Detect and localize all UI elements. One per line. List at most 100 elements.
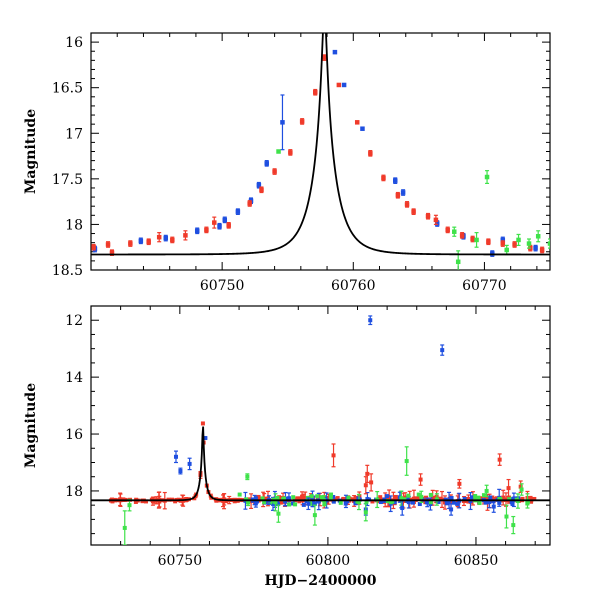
data-point [449, 495, 454, 500]
data-point [449, 507, 454, 512]
data-point [286, 496, 291, 501]
y-tick-label: 17 [65, 126, 83, 142]
data-point [280, 120, 285, 125]
data-point [365, 471, 370, 476]
data-point [481, 493, 486, 498]
data-point [291, 495, 296, 500]
data-point [446, 500, 451, 505]
data-point [288, 150, 293, 155]
data-point [264, 161, 269, 166]
data-point [511, 523, 516, 528]
data-point [507, 496, 512, 501]
data-point [273, 500, 278, 505]
x-tick-label: 60750 [200, 278, 245, 294]
y-tick-label: 14 [65, 370, 83, 386]
data-point [170, 237, 175, 243]
data-point [335, 496, 340, 501]
y-tick-label: 17.5 [52, 172, 83, 188]
data-point [183, 233, 188, 238]
data-point [451, 500, 456, 505]
data-point [400, 190, 406, 195]
y-tick-label: 16 [65, 427, 83, 443]
data-point [297, 499, 302, 504]
data-point [393, 178, 398, 183]
data-point [369, 480, 374, 485]
data-point [353, 496, 358, 501]
data-point [510, 501, 515, 506]
y-tick-label: 18 [65, 484, 83, 500]
data-point [474, 237, 479, 243]
data-point [336, 82, 342, 88]
data-point [512, 242, 517, 247]
data-point [346, 495, 351, 500]
data-point [163, 235, 169, 241]
data-point [455, 259, 461, 265]
data-point [109, 250, 115, 255]
data-point [356, 500, 361, 505]
data-point [276, 149, 281, 154]
x-tick-label: 60760 [331, 278, 376, 294]
data-point [470, 495, 475, 500]
data-point [260, 496, 265, 501]
data-point [516, 237, 521, 243]
data-point [299, 119, 305, 124]
data-point [146, 239, 151, 244]
data-point [504, 514, 509, 519]
data-point [128, 241, 133, 246]
top-panel: 60750 60760 60770 16 16.5 17 17.5 18 18.5 Magnitu… [23, 32, 551, 294]
data-point [506, 486, 511, 491]
data-point [393, 494, 398, 499]
data-point [237, 492, 242, 497]
data-point [384, 494, 389, 499]
data-point [217, 223, 222, 229]
data-point [222, 217, 228, 223]
x-tick-label: 60750 [158, 553, 203, 569]
data-point [388, 500, 393, 505]
data-point [504, 247, 509, 253]
data-point [283, 499, 288, 504]
data-point [395, 193, 401, 198]
data-point [214, 498, 219, 503]
data-point [194, 228, 200, 234]
data-point [138, 238, 144, 244]
bottom-x-axis-label: HJD−2400000 [265, 573, 377, 589]
data-point [156, 234, 162, 240]
data-point [459, 233, 465, 238]
data-point [329, 492, 334, 497]
data-point [501, 495, 506, 500]
data-point [354, 120, 360, 125]
data-point [539, 247, 545, 253]
data-point [535, 234, 541, 239]
data-point [368, 151, 373, 156]
data-point [276, 511, 281, 516]
data-point [417, 502, 422, 507]
data-point [500, 241, 506, 246]
data-point [410, 500, 415, 505]
data-point [488, 495, 493, 500]
data-point [105, 242, 111, 247]
data-point [331, 453, 336, 458]
data-point [416, 492, 421, 497]
data-point [487, 499, 492, 504]
data-point [312, 501, 317, 506]
y-tick-label: 16.5 [52, 81, 83, 97]
data-point [133, 499, 138, 504]
data-point [406, 493, 411, 498]
data-point [473, 494, 478, 499]
data-point [363, 483, 368, 488]
data-point [399, 496, 404, 501]
data-point [394, 496, 399, 501]
data-point [476, 495, 481, 500]
data-point [491, 504, 496, 509]
data-point [547, 241, 550, 246]
data-point [457, 481, 462, 486]
data-point [281, 496, 286, 501]
top-model-curve [91, 33, 550, 256]
data-point [529, 499, 534, 504]
data-point [319, 495, 324, 500]
data-point [301, 502, 306, 507]
data-point [173, 454, 178, 459]
data-point [322, 55, 327, 60]
data-point [351, 497, 356, 502]
data-point [498, 497, 503, 502]
